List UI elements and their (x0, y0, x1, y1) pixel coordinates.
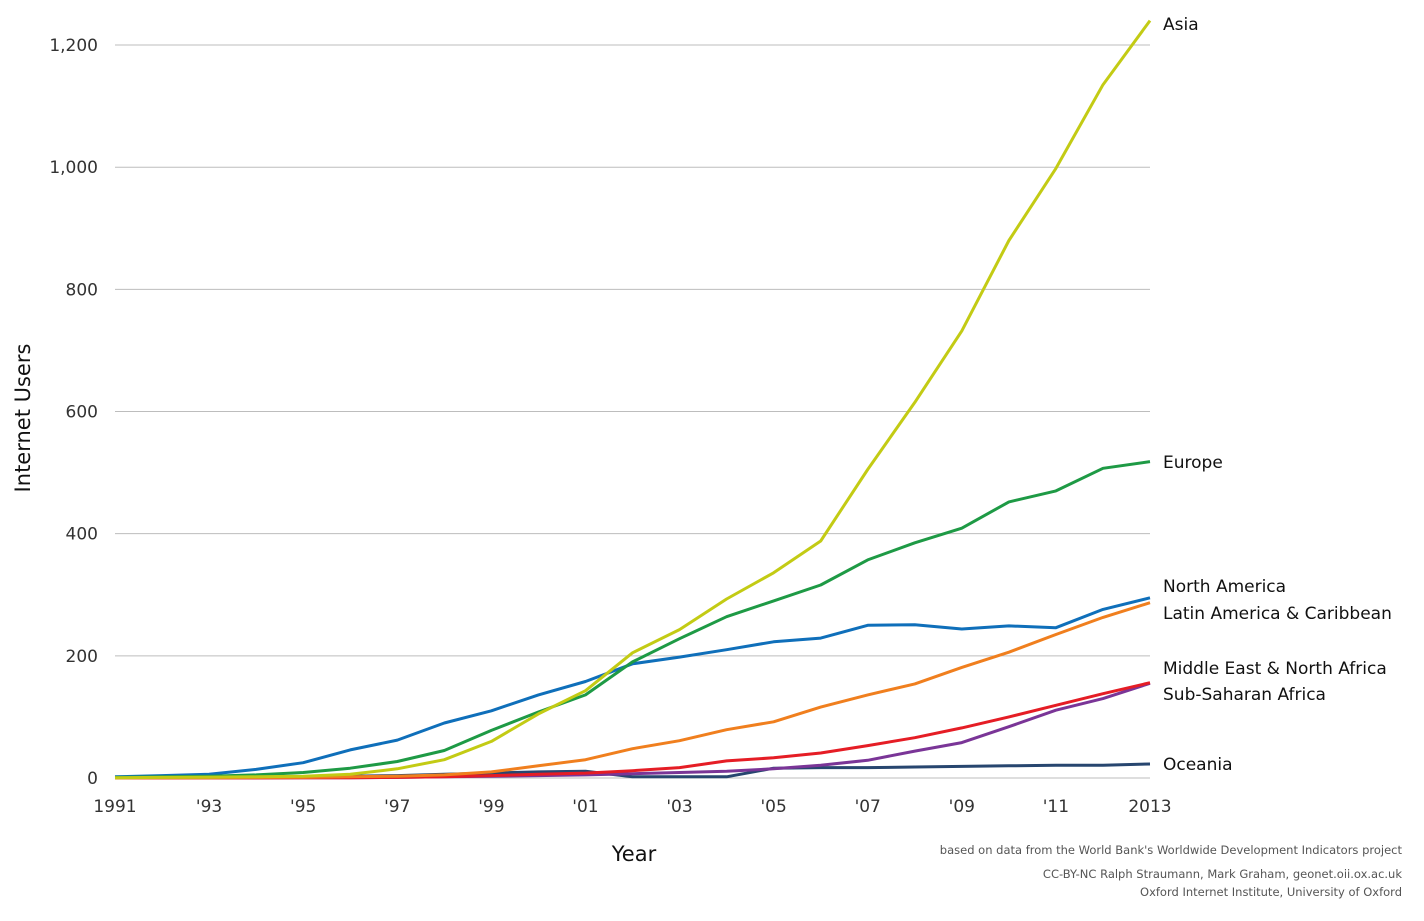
x-tick-label: '07 (855, 797, 881, 817)
x-tick-label: 2013 (1128, 797, 1171, 817)
series-lines (114, 19, 1152, 780)
series-label: Asia (1163, 15, 1199, 35)
series-label: Oceania (1163, 755, 1233, 775)
series-line-europe (114, 460, 1151, 779)
series-line-asia (114, 19, 1152, 780)
series-label: Europe (1163, 453, 1223, 473)
y-tick-label: 600 (66, 403, 98, 423)
y-tick-label: 1,000 (49, 158, 98, 178)
x-tick-label: '01 (572, 797, 598, 817)
institution-credit: Oxford Internet Institute, University of… (1140, 885, 1402, 899)
gridlines (115, 44, 1150, 779)
x-tick-label: '99 (478, 797, 504, 817)
x-tick-label: '11 (1043, 797, 1069, 817)
x-tick-label: '93 (196, 797, 222, 817)
x-tick-label: 1991 (93, 797, 136, 817)
y-axis-ticks: 0 200 400 600 800 1,000 1,200 (49, 36, 98, 789)
x-tick-label: '09 (949, 797, 975, 817)
series-label: North America (1163, 577, 1286, 597)
license-credit: CC-BY-NC Ralph Straumann, Mark Graham, g… (1042, 867, 1402, 881)
series-line-latin-america-caribbean (114, 601, 1151, 780)
series-labels: Asia Europe North America Latin America & C… (1163, 15, 1392, 775)
series-label: Sub-Saharan Africa (1163, 685, 1326, 705)
series-line-sub-saharan-africa (115, 681, 1151, 780)
y-tick-label: 800 (66, 280, 98, 300)
x-tick-label: '05 (760, 797, 786, 817)
y-tick-label: 1,200 (49, 36, 98, 56)
series-line-north-america (114, 596, 1151, 779)
series-label: Latin America & Caribbean (1163, 604, 1392, 624)
y-tick-label: 0 (87, 769, 98, 789)
source-credit: based on data from the World Bank's Worl… (939, 843, 1402, 857)
y-tick-label: 400 (66, 525, 98, 545)
series-label: Middle East & North Africa (1163, 659, 1387, 679)
x-tick-label: '95 (290, 797, 316, 817)
x-axis-ticks: 1991 '93 '95 '97 '99 '01 '03 '05 '07 '09 '11 2013 (93, 797, 1171, 817)
x-tick-label: '03 (666, 797, 692, 817)
y-axis-title: Internet Users (11, 344, 35, 493)
x-tick-label: '97 (384, 797, 410, 817)
x-axis-title: Year (611, 842, 657, 866)
y-tick-label: 200 (66, 647, 98, 667)
